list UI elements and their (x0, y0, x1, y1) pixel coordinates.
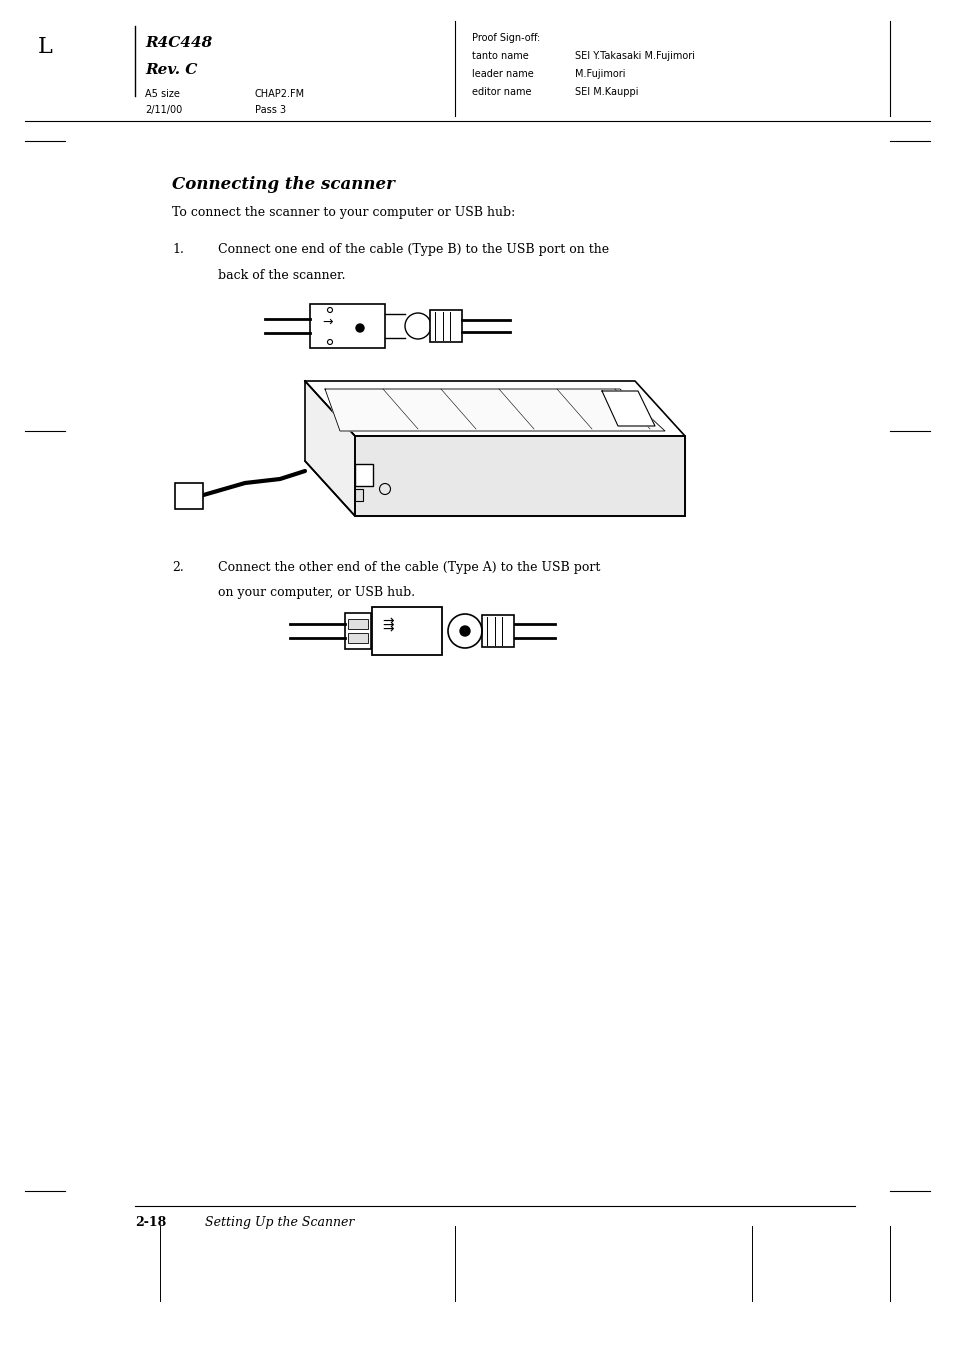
FancyBboxPatch shape (174, 484, 203, 509)
Text: L: L (38, 36, 52, 58)
Text: SEI M.Kauppi: SEI M.Kauppi (575, 86, 638, 97)
Text: Connecting the scanner: Connecting the scanner (172, 176, 395, 193)
Text: R4C448: R4C448 (145, 36, 212, 50)
Bar (348, 619, 368, 630)
Circle shape (355, 324, 364, 332)
Bar (348, 634, 368, 643)
Text: Setting Up the Scanner: Setting Up the Scanner (205, 1216, 354, 1229)
FancyBboxPatch shape (481, 615, 514, 647)
Bar (355, 489, 363, 501)
Polygon shape (601, 390, 655, 426)
Text: To connect the scanner to your computer or USB hub:: To connect the scanner to your computer … (172, 205, 515, 219)
Text: tanto name: tanto name (472, 51, 528, 61)
Text: A5 size: A5 size (145, 89, 180, 99)
Polygon shape (355, 436, 684, 516)
Text: CHAP2.FM: CHAP2.FM (254, 89, 305, 99)
Polygon shape (305, 381, 355, 516)
Text: SEI Y.Takasaki M.Fujimori: SEI Y.Takasaki M.Fujimori (575, 51, 695, 61)
FancyBboxPatch shape (430, 309, 461, 342)
Text: 2/11/00: 2/11/00 (145, 105, 182, 115)
Text: Rev. C: Rev. C (145, 63, 197, 77)
Text: back of the scanner.: back of the scanner. (218, 269, 345, 282)
Polygon shape (325, 389, 664, 431)
Text: 1.: 1. (172, 243, 184, 255)
Text: Pass 3: Pass 3 (254, 105, 286, 115)
Text: 2.: 2. (172, 561, 184, 574)
Circle shape (459, 626, 470, 636)
Text: editor name: editor name (472, 86, 531, 97)
FancyBboxPatch shape (310, 304, 385, 349)
Text: Proof Sign-off:: Proof Sign-off: (472, 32, 539, 43)
Text: Connect the other end of the cable (Type A) to the USB port: Connect the other end of the cable (Type… (218, 561, 599, 574)
Bar (355, 463, 373, 486)
Text: Connect one end of the cable (Type B) to the USB port on the: Connect one end of the cable (Type B) to… (218, 243, 608, 255)
Polygon shape (305, 381, 684, 436)
Text: M.Fujimori: M.Fujimori (575, 69, 625, 78)
Text: leader name: leader name (472, 69, 533, 78)
Text: ⇶: ⇶ (381, 617, 394, 632)
Text: on your computer, or USB hub.: on your computer, or USB hub. (218, 586, 415, 598)
FancyBboxPatch shape (345, 613, 371, 648)
FancyBboxPatch shape (372, 607, 441, 655)
Text: 2-18: 2-18 (135, 1216, 166, 1229)
Text: →: → (322, 316, 333, 328)
